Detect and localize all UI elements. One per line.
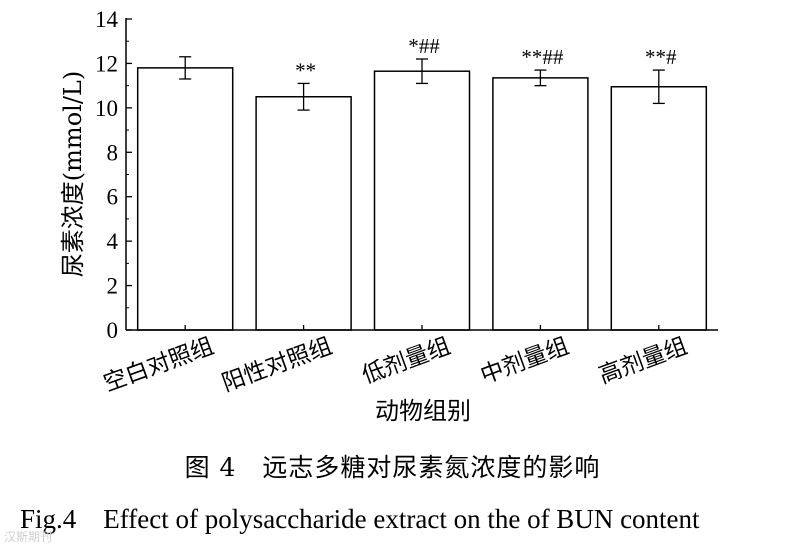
y-axis-label: 尿素浓度(mmol/L): [59, 71, 87, 277]
bar: [255, 96, 352, 331]
y-tick-label: 8: [107, 140, 119, 165]
bar: [373, 70, 471, 331]
figure-caption-chinese: 图 4 远志多糖对尿素氮浓度的影响: [184, 453, 601, 482]
y-axis: 0 2 4 6 8 10 12 14: [95, 7, 132, 343]
x-axis-label: 动物组别: [375, 397, 471, 425]
bars: ** *## **## **#: [136, 34, 708, 331]
bar: [136, 67, 234, 331]
significance-label: **: [295, 58, 316, 82]
x-tick-label: 中剂量组: [477, 333, 572, 389]
x-tick-label: 低剂量组: [359, 333, 454, 389]
bar: [610, 86, 708, 331]
y-tick-label: 14: [95, 7, 119, 32]
y-tick-label: 4: [107, 229, 119, 254]
y-tick-label: 10: [95, 96, 118, 121]
significance-label: **#: [645, 45, 677, 69]
y-tick-label: 2: [107, 274, 119, 299]
x-tick-label: 阳性对照组: [219, 333, 336, 397]
y-tick-label: 6: [107, 185, 119, 210]
x-axis: 空白对照组 阳性对照组 低剂量组 中剂量组 高剂量组: [100, 325, 718, 397]
figure-caption-english: Fig.4 Effect of polysaccharide extract o…: [20, 504, 700, 534]
y-tick-label: 12: [95, 51, 118, 76]
watermark: 汉斯期刊: [4, 530, 53, 544]
y-tick-label: 0: [107, 318, 119, 343]
significance-label: *##: [408, 34, 440, 58]
significance-label: **##: [521, 45, 564, 69]
bar: [492, 77, 589, 331]
x-tick-label: 高剂量组: [596, 333, 691, 389]
